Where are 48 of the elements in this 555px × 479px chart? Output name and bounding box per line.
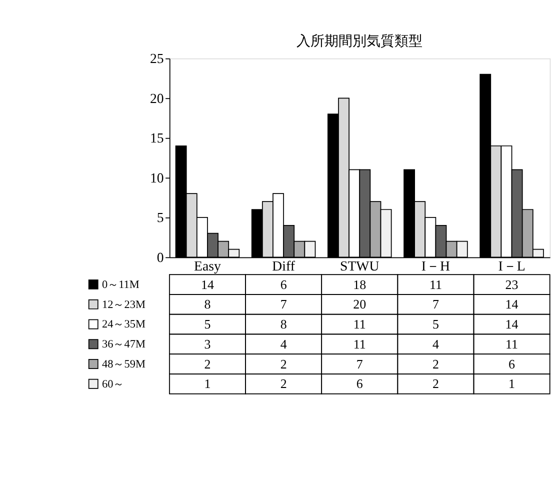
data-label: 2: [280, 356, 287, 372]
y-tick-label: 10: [150, 170, 164, 186]
legend-label: 60～: [102, 378, 124, 390]
data-label: 7: [280, 296, 288, 312]
data-label: 23: [505, 276, 518, 292]
data-label: 3: [204, 336, 211, 352]
data-label: 11: [353, 336, 366, 352]
legend-label: 48～59M: [102, 358, 146, 370]
data-label: 14: [505, 316, 519, 332]
data-label: 2: [204, 356, 211, 372]
data-label: 4: [432, 336, 440, 352]
x-tick-label: Easy: [194, 258, 221, 274]
data-label: 2: [280, 376, 287, 392]
data-label: 8: [280, 316, 287, 332]
y-tick-label: 25: [150, 51, 164, 66]
data-label: 8: [204, 296, 211, 312]
data-label: 5: [204, 316, 211, 332]
data-label: 6: [356, 376, 364, 392]
data-label: 1: [508, 376, 516, 392]
data-label: 7: [432, 296, 440, 312]
data-label: 6: [280, 276, 288, 292]
data-label: 20: [353, 296, 366, 312]
data-label: 14: [505, 296, 519, 312]
data-label: 11: [506, 336, 518, 352]
legend-label: 36～47M: [102, 338, 146, 351]
data-label: 18: [353, 276, 366, 292]
legend-label: 12～23M: [102, 298, 146, 311]
x-tick-label: STWU: [340, 258, 380, 274]
y-tick-label: 20: [150, 90, 164, 106]
data-label: 4: [280, 336, 288, 352]
data-label: 2: [432, 356, 439, 372]
y-tick-label: 5: [156, 210, 164, 226]
data-label: 11: [429, 276, 442, 292]
data-label: 14: [201, 276, 214, 292]
data-label: 5: [432, 316, 439, 332]
x-tick-label: I－H: [421, 258, 450, 274]
x-tick-label: Diff: [272, 258, 296, 274]
y-tick-label: 15: [150, 130, 164, 146]
legend-label: 0～11M: [102, 278, 140, 291]
data-label: 11: [353, 316, 366, 332]
data-label: 2: [432, 376, 439, 392]
chart-title: 入所期間別気質類型: [296, 33, 423, 48]
y-tick-label: 0: [156, 250, 164, 265]
x-tick-label: I－L: [498, 258, 526, 274]
data-label: 6: [508, 356, 516, 372]
data-label: 1: [204, 376, 211, 392]
legend-label: 24～35M: [102, 318, 146, 331]
data-label: 7: [356, 356, 364, 372]
